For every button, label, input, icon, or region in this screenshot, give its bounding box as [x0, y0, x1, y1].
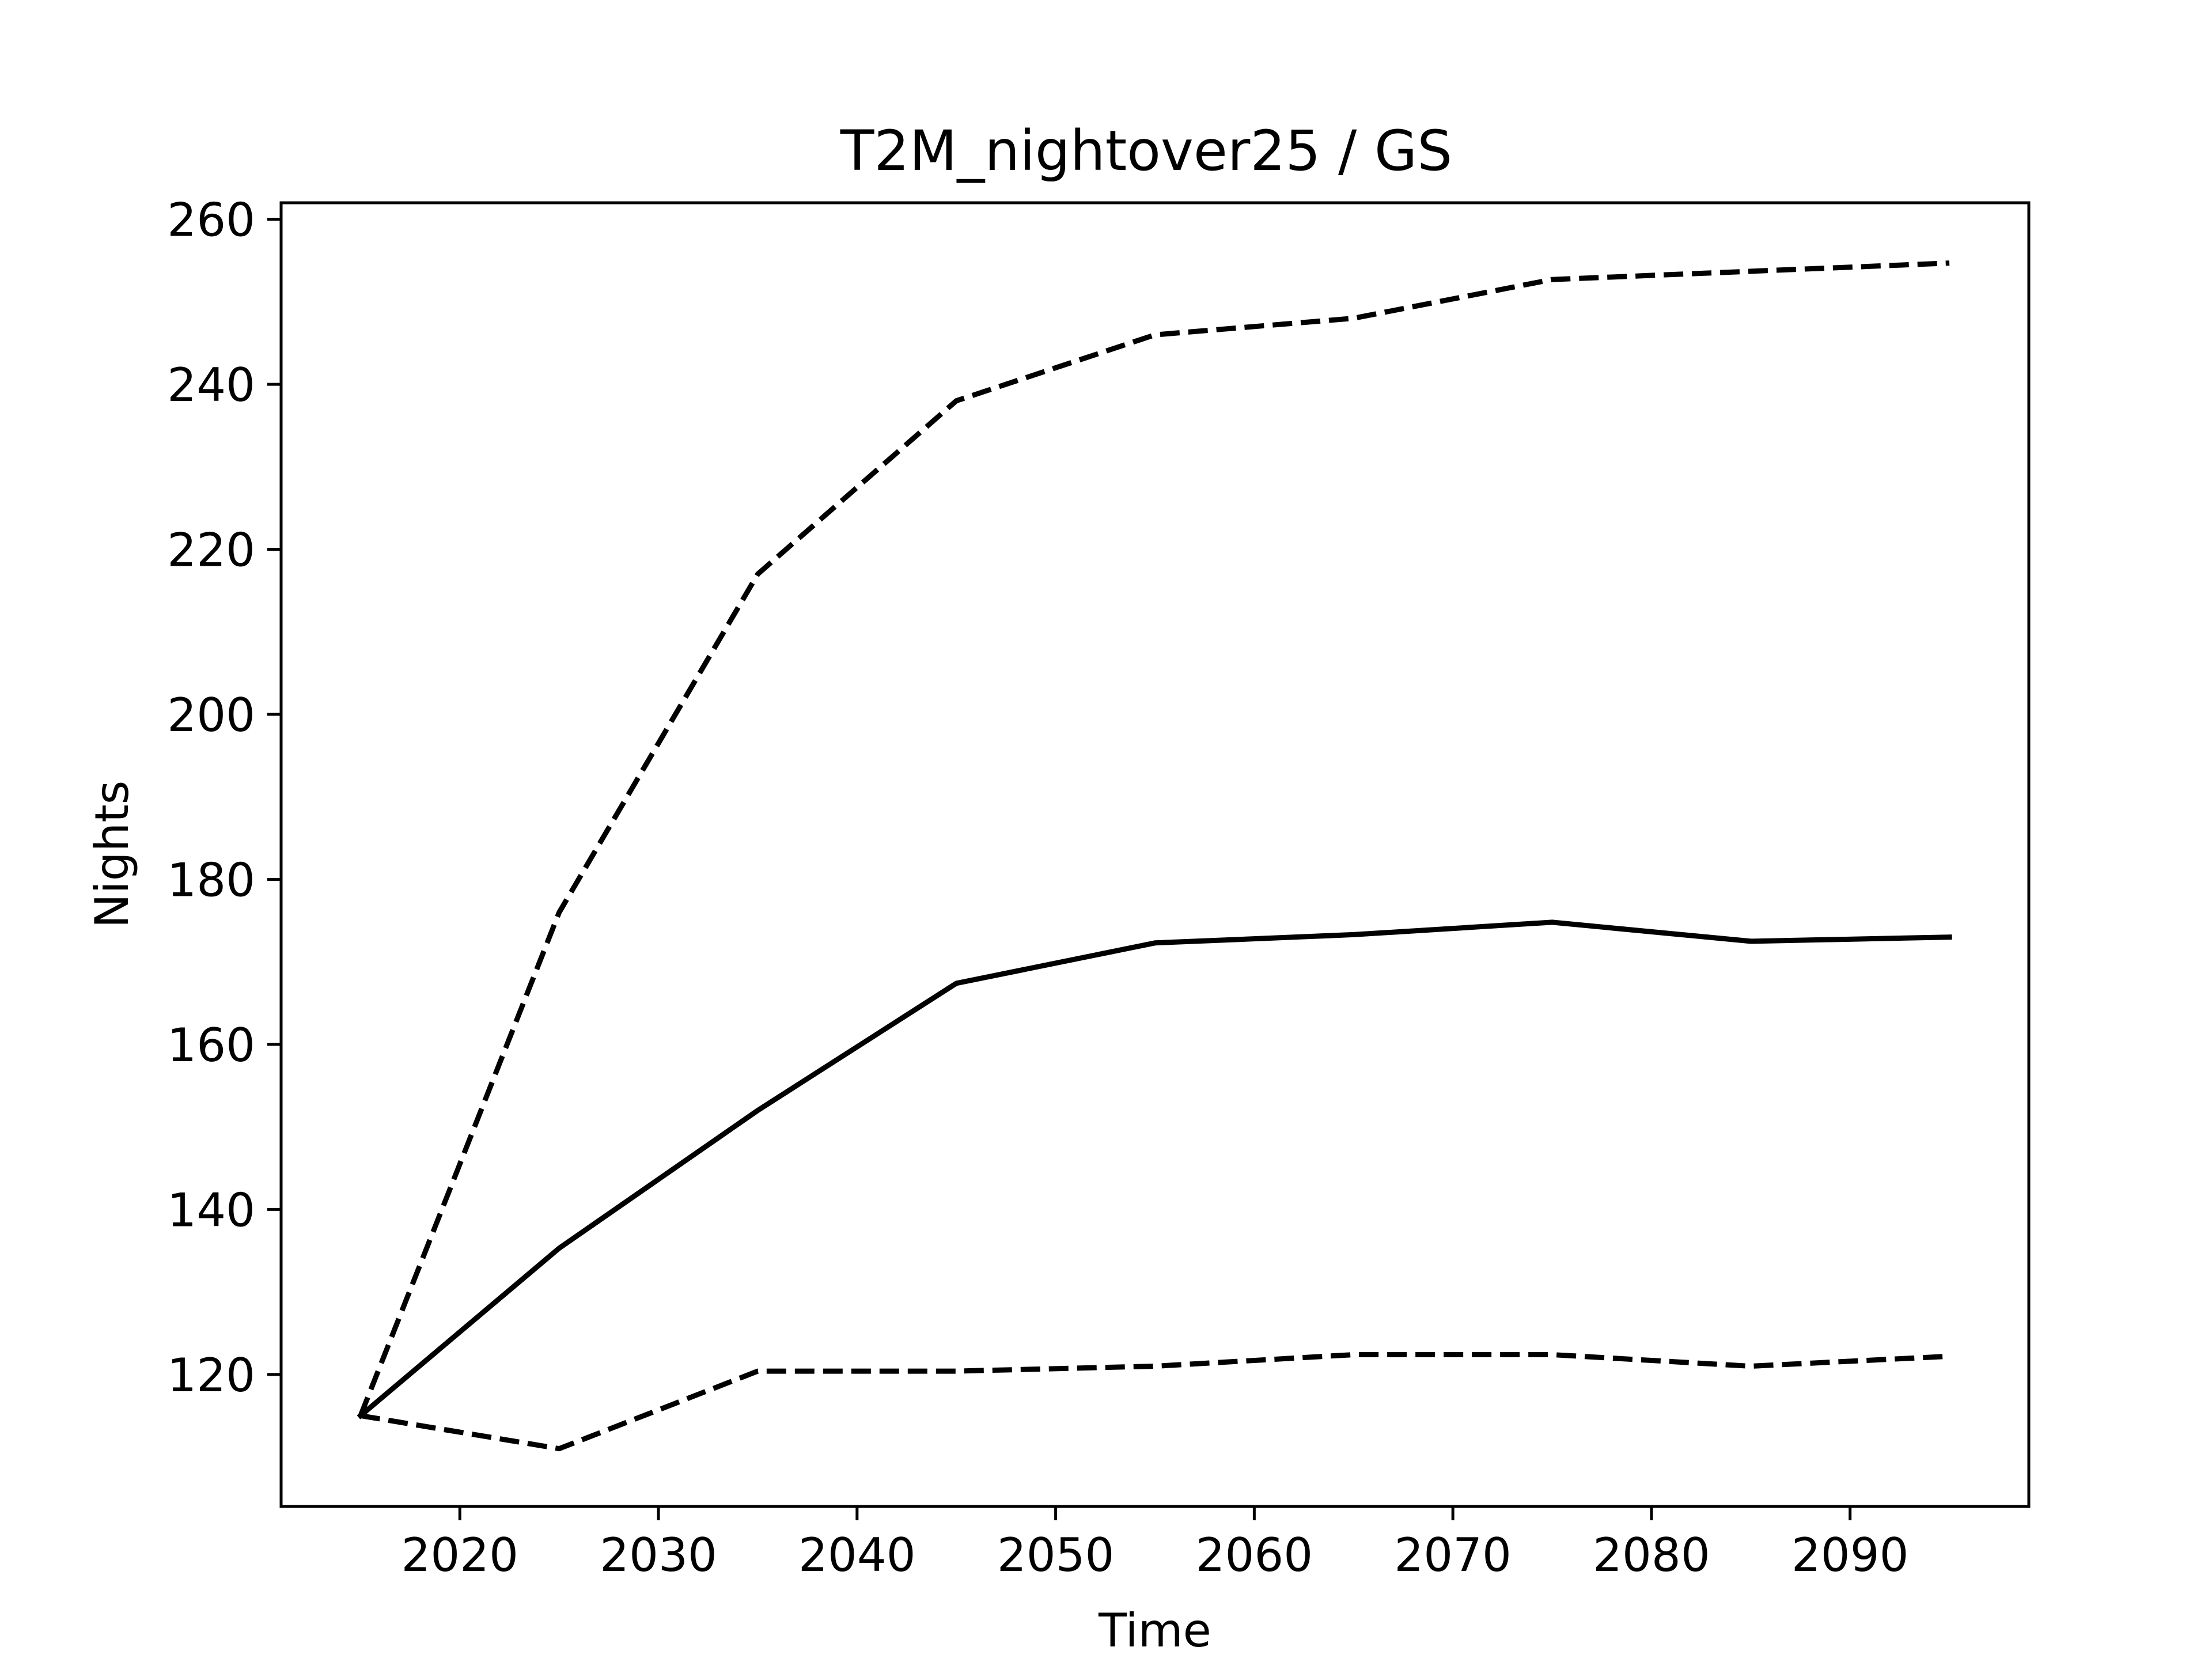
y-tick-label: 120 — [167, 1349, 255, 1402]
y-axis-label: Nights — [85, 781, 139, 929]
y-tick-label: 160 — [167, 1019, 255, 1072]
y-tick-label: 140 — [167, 1183, 255, 1237]
chart-title: T2M_nightover25 / GS — [840, 119, 1452, 183]
series-line-median — [357, 919, 1952, 1419]
x-tick-label: 2080 — [1593, 1528, 1710, 1582]
y-tick-label: 180 — [167, 853, 255, 907]
x-axis-label: Time — [1098, 1604, 1211, 1657]
plot-lines — [357, 260, 1952, 1452]
y-tick-label: 200 — [167, 688, 255, 742]
plot-frame — [279, 201, 2031, 1508]
x-tick-label: 2090 — [1791, 1528, 1909, 1582]
x-tick-label: 2020 — [401, 1528, 518, 1582]
y-tick-label: 260 — [167, 194, 255, 247]
x-tick-label: 2060 — [1196, 1528, 1313, 1582]
x-tick-label: 2030 — [600, 1528, 717, 1582]
x-axis: 2020 2030 2040 2050 2060 2070 2080 2090 — [401, 1506, 1909, 1582]
y-axis: 120 140 160 180 200 220 240 260 — [167, 194, 281, 1402]
x-tick-label: 2050 — [997, 1528, 1115, 1582]
series-line-upper — [358, 260, 1950, 1417]
y-tick-label: 220 — [167, 524, 255, 577]
series-line-lower — [360, 1352, 1950, 1452]
x-tick-label: 2040 — [798, 1528, 916, 1582]
x-tick-label: 2070 — [1394, 1528, 1512, 1582]
y-tick-label: 240 — [167, 358, 255, 412]
